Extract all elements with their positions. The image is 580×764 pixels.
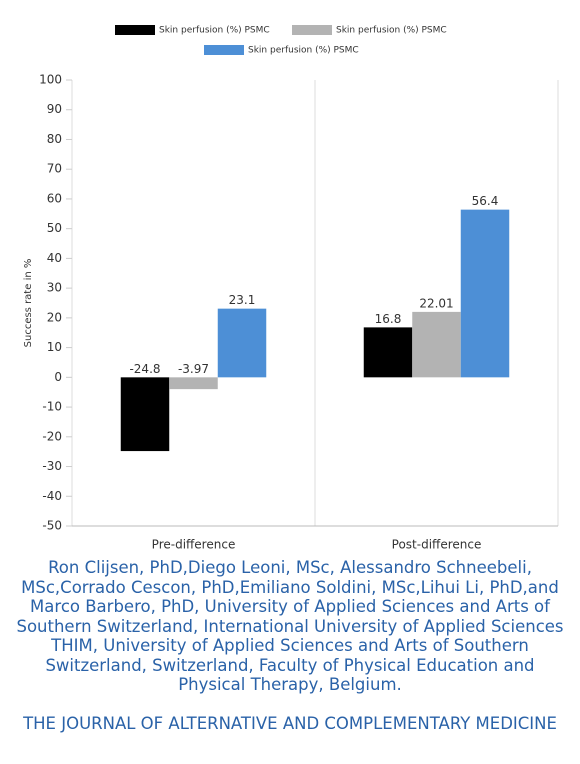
- y-tick-label: -30: [42, 459, 62, 473]
- y-tick-label: -20: [42, 429, 62, 443]
- y-tick-label: 0: [54, 370, 62, 384]
- caption-authors: Ron Clijsen, PhD,Diego Leoni, MSc, Aless…: [16, 558, 564, 694]
- legend-swatch: [292, 25, 332, 35]
- bar: [460, 209, 510, 378]
- y-tick-label: 70: [47, 162, 62, 176]
- value-label: 22.01: [419, 296, 453, 310]
- y-tick-label: 50: [47, 221, 62, 235]
- value-label: 56.4: [472, 194, 499, 208]
- legend-swatch: [115, 25, 155, 35]
- chart: Success rate in % -50 -40 -30 -20 -10 0 10 20 30…: [23, 25, 559, 552]
- y-tick-label: 90: [47, 102, 62, 116]
- legend-label: Skin perfusion (%) PSMC: [159, 26, 270, 36]
- y-tick-label: 100: [39, 73, 62, 87]
- y-tick-label: 20: [47, 310, 62, 324]
- value-label: 23.1: [229, 293, 256, 307]
- bar: [120, 377, 170, 452]
- value-label: -3.97: [178, 362, 209, 376]
- bar: [363, 327, 413, 378]
- y-tick-label: 30: [47, 281, 62, 295]
- y-axis-label: Success rate in %: [23, 259, 34, 348]
- caption-journal: THE JOURNAL OF ALTERNATIVE AND COMPLEMEN…: [23, 714, 557, 733]
- legend-label: Skin perfusion (%) PSMC: [248, 46, 359, 56]
- y-tick-label: 60: [47, 191, 62, 205]
- y-tick-label: -40: [42, 489, 62, 503]
- bar: [412, 311, 461, 378]
- y-tick-label: 40: [47, 251, 62, 265]
- x-tick-label: Pre-difference: [152, 538, 236, 552]
- x-tick-label: Post-difference: [392, 538, 482, 552]
- legend-swatch: [204, 45, 244, 55]
- y-tick-label: -50: [42, 519, 62, 533]
- legend-label: Skin perfusion (%) PSMC: [336, 26, 447, 36]
- bar: [169, 377, 218, 390]
- y-tick-label: 80: [47, 132, 62, 146]
- bar: [217, 308, 267, 378]
- value-label: -24.8: [129, 362, 160, 376]
- y-tick-label: -10: [42, 400, 62, 414]
- y-tick-label: 10: [47, 340, 62, 354]
- value-label: 16.8: [375, 312, 402, 326]
